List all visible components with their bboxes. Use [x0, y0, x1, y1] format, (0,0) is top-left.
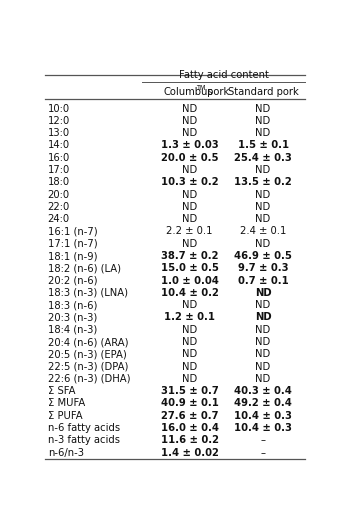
Text: 22:5 (n-3) (DPA): 22:5 (n-3) (DPA) [47, 361, 128, 372]
Text: 0.7 ± 0.1: 0.7 ± 0.1 [238, 276, 288, 285]
Text: 1.2 ± 0.1: 1.2 ± 0.1 [164, 313, 215, 322]
Text: ND: ND [182, 349, 197, 359]
Text: Standard pork: Standard pork [228, 87, 298, 97]
Text: ND: ND [255, 313, 272, 322]
Text: 18:4 (n-3): 18:4 (n-3) [47, 325, 97, 335]
Text: ND: ND [182, 325, 197, 335]
Text: pork: pork [204, 87, 229, 97]
Text: ND: ND [256, 190, 271, 200]
Text: 27.6 ± 0.7: 27.6 ± 0.7 [161, 411, 218, 421]
Text: –: – [261, 448, 265, 458]
Text: 17:1 (n-7): 17:1 (n-7) [47, 239, 97, 249]
Text: Σ PUFA: Σ PUFA [47, 411, 82, 421]
Text: 14:0: 14:0 [47, 140, 70, 150]
Text: 11.6 ± 0.2: 11.6 ± 0.2 [160, 435, 219, 445]
Text: ND: ND [182, 300, 197, 310]
Text: ND: ND [182, 361, 197, 372]
Text: ND: ND [182, 202, 197, 212]
Text: 22:6 (n-3) (DHA): 22:6 (n-3) (DHA) [47, 374, 130, 384]
Text: 1.3 ± 0.03: 1.3 ± 0.03 [161, 140, 218, 150]
Text: 13:0: 13:0 [47, 128, 70, 138]
Text: ND: ND [256, 103, 271, 113]
Text: 13.5 ± 0.2: 13.5 ± 0.2 [234, 177, 292, 187]
Text: 20:0: 20:0 [47, 190, 70, 200]
Text: ND: ND [182, 128, 197, 138]
Text: 40.3 ± 0.4: 40.3 ± 0.4 [234, 386, 292, 396]
Text: 20.0 ± 0.5: 20.0 ± 0.5 [161, 153, 218, 163]
Text: Σ MUFA: Σ MUFA [47, 398, 85, 409]
Text: 31.5 ± 0.7: 31.5 ± 0.7 [161, 386, 218, 396]
Text: ND: ND [182, 374, 197, 384]
Text: ND: ND [256, 361, 271, 372]
Text: 1.5 ± 0.1: 1.5 ± 0.1 [238, 140, 288, 150]
Text: 16.0 ± 0.4: 16.0 ± 0.4 [160, 423, 219, 433]
Text: ND: ND [255, 288, 272, 298]
Text: 20:3 (n-3): 20:3 (n-3) [47, 313, 97, 322]
Text: n-3 fatty acids: n-3 fatty acids [47, 435, 120, 445]
Text: 10.4 ± 0.3: 10.4 ± 0.3 [234, 411, 292, 421]
Text: 20:4 (n-6) (ARA): 20:4 (n-6) (ARA) [47, 337, 128, 347]
Text: ND: ND [182, 165, 197, 175]
Text: 2.4 ± 0.1: 2.4 ± 0.1 [240, 227, 286, 237]
Text: 1.4 ± 0.02: 1.4 ± 0.02 [161, 448, 218, 458]
Text: 10.4 ± 0.3: 10.4 ± 0.3 [234, 423, 292, 433]
Text: 46.9 ± 0.5: 46.9 ± 0.5 [234, 251, 292, 261]
Text: 16:1 (n-7): 16:1 (n-7) [47, 227, 97, 237]
Text: 20:5 (n-3) (EPA): 20:5 (n-3) (EPA) [47, 349, 126, 359]
Text: 10.3 ± 0.2: 10.3 ± 0.2 [161, 177, 218, 187]
Text: 24:0: 24:0 [47, 214, 70, 224]
Text: ND: ND [256, 239, 271, 249]
Text: 18:1 (n-9): 18:1 (n-9) [47, 251, 97, 261]
Text: 18:0: 18:0 [47, 177, 70, 187]
Text: Columbus: Columbus [163, 87, 213, 97]
Text: 18:3 (n-6): 18:3 (n-6) [47, 300, 97, 310]
Text: ND: ND [256, 128, 271, 138]
Text: n-6/n-3: n-6/n-3 [47, 448, 84, 458]
Text: ND: ND [182, 190, 197, 200]
Text: n-6 fatty acids: n-6 fatty acids [47, 423, 120, 433]
Text: 18:3 (n-3) (LNA): 18:3 (n-3) (LNA) [47, 288, 127, 298]
Text: ND: ND [182, 337, 197, 347]
Text: TM: TM [196, 85, 205, 91]
Text: 15.0 ± 0.5: 15.0 ± 0.5 [161, 263, 218, 274]
Text: 2.2 ± 0.1: 2.2 ± 0.1 [166, 227, 213, 237]
Text: 22:0: 22:0 [47, 202, 70, 212]
Text: 49.2 ± 0.4: 49.2 ± 0.4 [234, 398, 292, 409]
Text: 17:0: 17:0 [47, 165, 70, 175]
Text: 10:0: 10:0 [47, 103, 70, 113]
Text: 38.7 ± 0.2: 38.7 ± 0.2 [161, 251, 218, 261]
Text: ND: ND [256, 300, 271, 310]
Text: ND: ND [256, 325, 271, 335]
Text: ND: ND [256, 214, 271, 224]
Text: ND: ND [256, 165, 271, 175]
Text: 25.4 ± 0.3: 25.4 ± 0.3 [234, 153, 292, 163]
Text: 40.9 ± 0.1: 40.9 ± 0.1 [161, 398, 218, 409]
Text: Σ SFA: Σ SFA [47, 386, 75, 396]
Text: ND: ND [182, 103, 197, 113]
Text: 10.4 ± 0.2: 10.4 ± 0.2 [161, 288, 218, 298]
Text: 18:2 (n-6) (LA): 18:2 (n-6) (LA) [47, 263, 121, 274]
Text: ND: ND [182, 239, 197, 249]
Text: –: – [261, 435, 265, 445]
Text: ND: ND [182, 116, 197, 126]
Text: ND: ND [256, 116, 271, 126]
Text: 9.7 ± 0.3: 9.7 ± 0.3 [238, 263, 288, 274]
Text: ND: ND [256, 349, 271, 359]
Text: 12:0: 12:0 [47, 116, 70, 126]
Text: Fatty acid content: Fatty acid content [179, 70, 268, 81]
Text: ND: ND [256, 202, 271, 212]
Text: 20:2 (n-6): 20:2 (n-6) [47, 276, 97, 285]
Text: 16:0: 16:0 [47, 153, 70, 163]
Text: 1.0 ± 0.04: 1.0 ± 0.04 [161, 276, 218, 285]
Text: ND: ND [182, 214, 197, 224]
Text: ND: ND [256, 337, 271, 347]
Text: ND: ND [256, 374, 271, 384]
